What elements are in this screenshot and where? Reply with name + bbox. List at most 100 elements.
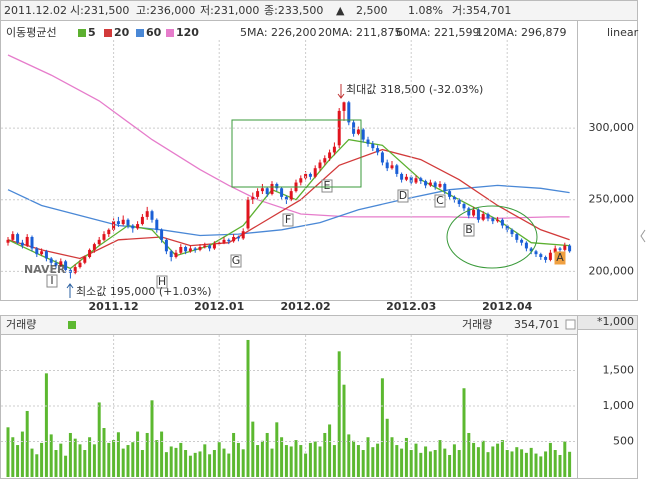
candle-body [203, 245, 207, 247]
volume-bar [73, 438, 77, 477]
candle-body [500, 219, 504, 226]
volume-bar [332, 445, 336, 477]
ma-readout: 5MA: 226,200 [240, 26, 317, 39]
info-item: 종:233,500 [264, 4, 323, 17]
volume-bar [222, 448, 226, 477]
candle-body [462, 204, 466, 209]
candle-body [457, 199, 461, 205]
annotation-box [282, 213, 294, 227]
volume-bar [102, 428, 106, 477]
candle-body [299, 178, 303, 183]
annotation-box [321, 179, 333, 193]
legend-label: 60 [146, 26, 162, 39]
volume-bar [524, 452, 528, 477]
volume-bar [520, 449, 524, 477]
candle-body [553, 248, 557, 253]
volume-bar [83, 450, 87, 477]
candle-body [140, 216, 144, 225]
volume-bar [496, 443, 500, 477]
volume-bar [414, 443, 418, 477]
candle-body [520, 239, 524, 243]
candle-body [184, 246, 188, 252]
volume-plot [6, 339, 572, 477]
candle-body [59, 261, 63, 266]
volume-bar [352, 440, 356, 477]
volume-bar [505, 450, 509, 477]
candle-body [284, 196, 288, 200]
min-annotation: 최소값 195,000 (+1.03%) [76, 285, 212, 298]
volume-bar [404, 437, 408, 477]
candle-body [529, 248, 533, 252]
volume-bar [299, 445, 303, 477]
candle-body [443, 183, 447, 192]
volume-readout-label: 거래량 [462, 318, 492, 331]
ma-readout: 20MA: 211,875 [318, 26, 402, 39]
candle-body [265, 188, 269, 194]
volume-bar [553, 450, 557, 477]
x-tick-label: 2012.04 [482, 300, 532, 313]
volume-bar [241, 449, 245, 477]
candle-body [193, 248, 197, 250]
candle-body [544, 257, 548, 260]
volume-bar [203, 444, 207, 477]
candle-body [6, 239, 10, 243]
highlight-ellipse [446, 205, 538, 269]
y-tick-label: 200,000 [589, 264, 635, 277]
candle-body [102, 234, 106, 240]
scroll-left[interactable] [640, 229, 646, 243]
min-arrow [66, 283, 74, 298]
candle-body [472, 209, 476, 216]
x-tick-label: 2012.03 [386, 300, 436, 313]
volume-bar [486, 452, 490, 477]
candle-body [395, 165, 399, 174]
candle-body [476, 209, 480, 220]
legend-label: 5 [88, 26, 96, 39]
candle-body [515, 234, 519, 240]
volume-bar [476, 447, 480, 477]
ma-line [7, 184, 570, 237]
legend-swatch [104, 29, 112, 37]
candle-body [385, 162, 389, 169]
volume-bar [534, 453, 538, 477]
candle-body [452, 196, 456, 200]
candle-body [337, 110, 341, 146]
volume-bar [136, 431, 140, 477]
candle-body [222, 239, 226, 243]
volume-bar [548, 442, 552, 477]
volume-bar [227, 453, 231, 477]
volume-bar [280, 437, 284, 477]
candle-body [328, 152, 332, 159]
candle-body [35, 248, 39, 255]
candle-body [11, 234, 15, 240]
volume-bar [376, 443, 380, 477]
legend-title: 이동평균선 [6, 26, 57, 39]
volume-bar [160, 431, 164, 477]
annotation-box [434, 194, 446, 208]
volume-bar [356, 445, 360, 477]
volume-bar [155, 440, 159, 477]
volume-bar [385, 418, 389, 477]
watermark: NAVER [24, 263, 66, 276]
candle-body [275, 183, 279, 189]
candle-body [107, 229, 111, 235]
volume-bar [150, 400, 154, 477]
unit-box [577, 315, 638, 330]
ma-line [7, 148, 570, 260]
ma-line [7, 138, 570, 270]
candle-body [198, 246, 202, 250]
candle-body [88, 249, 92, 258]
volume-bar [179, 442, 183, 477]
volume-bar [337, 351, 341, 477]
volume-bar [44, 373, 48, 477]
candle-body [241, 231, 245, 239]
annotation-box [46, 274, 58, 288]
candle-body [97, 239, 101, 245]
candle-body [155, 219, 159, 230]
volume-bar [457, 450, 461, 477]
price-panel [0, 20, 578, 301]
annotation-label: H [158, 275, 166, 288]
annotation-box [156, 275, 168, 289]
legend-swatch [166, 29, 174, 37]
volume-bar [16, 445, 20, 477]
candle-body [164, 239, 168, 252]
